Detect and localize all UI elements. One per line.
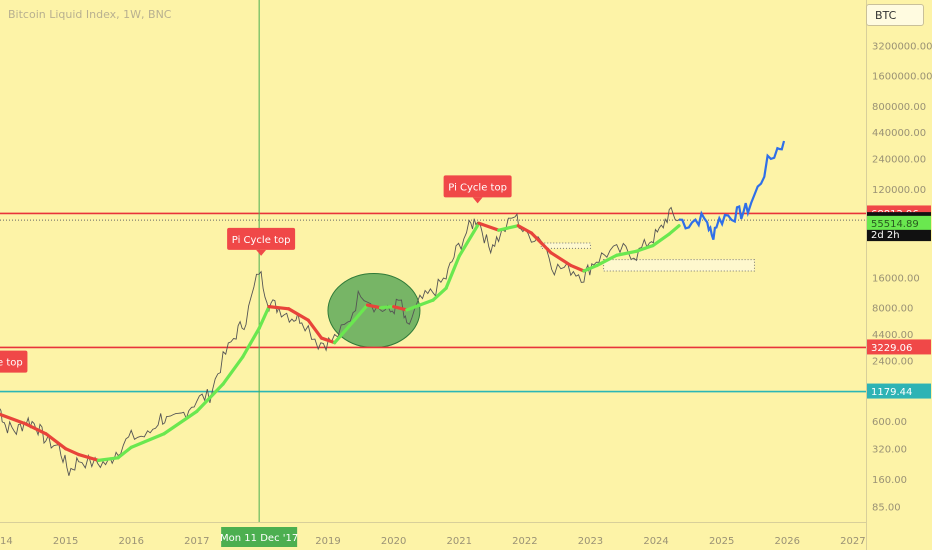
x-tick-label: 2027 <box>840 536 865 547</box>
y-tick-label: 1600000.00 <box>872 72 932 83</box>
ma-tag <box>867 215 931 230</box>
pi-cycle-label: Pi Cycle top <box>448 182 507 193</box>
countdown-tag <box>867 227 931 242</box>
ma-segment <box>129 432 166 449</box>
ma-segment <box>477 221 501 232</box>
x-tick-label: 2020 <box>381 536 406 547</box>
ma-segment <box>77 452 101 462</box>
ma-segment <box>267 305 291 311</box>
y-tick-label: 8000.00 <box>872 304 913 315</box>
x-tick-label: 2017 <box>184 536 209 547</box>
x-tick-label: 2015 <box>53 536 78 547</box>
ma-segment <box>378 305 396 310</box>
pi-cycle-label: Pi Cycle top <box>0 358 23 369</box>
level-tag <box>867 383 931 399</box>
ma-segment <box>405 303 422 312</box>
ma-segment <box>306 318 324 340</box>
y-tick-label: 4400.00 <box>872 330 913 341</box>
ma-segment <box>595 253 619 268</box>
ma-segment <box>116 445 133 460</box>
crosshair-date-label: Mon 11 Dec '17 <box>220 533 298 544</box>
ma-segment <box>64 447 81 457</box>
ma-segment <box>44 432 68 451</box>
level-tag-label: 1179.44 <box>871 387 912 398</box>
x-tick-label: 2024 <box>643 536 668 547</box>
pi-cycle-label-box <box>443 175 512 198</box>
y-tick-label: 16000.00 <box>872 273 920 284</box>
ma-segment <box>287 307 310 322</box>
y-tick-label: 320.00 <box>872 445 907 456</box>
ma-segment <box>332 318 356 345</box>
ma-segment <box>162 409 199 436</box>
x-tick-label: 2023 <box>578 536 603 547</box>
pi-cycle-label-box <box>227 227 296 250</box>
projection-line <box>678 140 786 240</box>
pi-cycle-label: Pi Cycle top <box>232 235 291 246</box>
y-tick-label: 600.00 <box>872 417 907 428</box>
y-tick-label: 120000.00 <box>872 185 926 196</box>
y-tick-label: 160.00 <box>872 475 907 486</box>
ma-segment <box>365 303 383 310</box>
symbol-button[interactable]: BTC <box>866 4 924 26</box>
y-tick-label: 2400.00 <box>872 356 913 367</box>
y-tick-label: 3200000.00 <box>872 41 932 52</box>
ma-segment <box>516 224 534 235</box>
ma-segment <box>444 254 461 290</box>
x-tick-label: 2025 <box>709 536 734 547</box>
range-box <box>540 242 591 249</box>
x-tick-label: 2021 <box>447 536 472 547</box>
ma-segment <box>457 221 481 258</box>
countdown-label: 2d 2h <box>871 230 900 241</box>
ma-segment <box>651 232 671 248</box>
ma-segment <box>582 263 599 273</box>
x-tick-label: 2014 <box>0 536 13 547</box>
y-axis-strip <box>866 0 932 550</box>
ma-segment <box>529 231 553 255</box>
x-tick-label: 2016 <box>118 536 143 547</box>
y-tick-label: 240000.00 <box>872 155 926 166</box>
y-tick-label: 440000.00 <box>872 128 926 139</box>
ma-segment <box>418 298 435 307</box>
ma-segment <box>569 263 586 273</box>
ma-segment <box>24 422 48 436</box>
pi-cycle-label-pointer <box>256 249 267 256</box>
ma-segment <box>241 326 261 359</box>
ma-segment <box>667 224 681 236</box>
ma-segment <box>615 249 638 257</box>
ma-segment <box>549 251 573 268</box>
ma-segment <box>195 382 225 413</box>
crosshair-date-tag <box>221 527 298 547</box>
pi-cycle-label-box <box>0 350 28 373</box>
ma-segment <box>392 305 409 312</box>
ma-segment <box>257 305 271 330</box>
ma-segment <box>319 336 337 345</box>
y-tick-label: 800000.00 <box>872 102 926 113</box>
ma-segment <box>96 456 120 462</box>
x-tick-label: 2026 <box>775 536 800 547</box>
x-tick-label: 2022 <box>512 536 537 547</box>
y-tick-label: 85.00 <box>872 503 901 514</box>
ma-segment <box>497 224 520 232</box>
ma-tag-label: 55514.89 <box>871 219 919 230</box>
ma-segment <box>352 303 369 322</box>
x-tick-label: 2019 <box>315 536 340 547</box>
chart-title: Bitcoin Liquid Index, 1W, BNC <box>8 8 172 21</box>
level-tag-label: 3229.06 <box>871 343 912 354</box>
pi-cycle-label-pointer <box>472 197 483 204</box>
ma-segment <box>431 286 448 302</box>
ma-segment <box>0 412 28 426</box>
ma-segment <box>634 244 655 253</box>
range-box <box>603 259 755 272</box>
ma-segment <box>221 355 245 386</box>
level-tag <box>867 339 931 355</box>
